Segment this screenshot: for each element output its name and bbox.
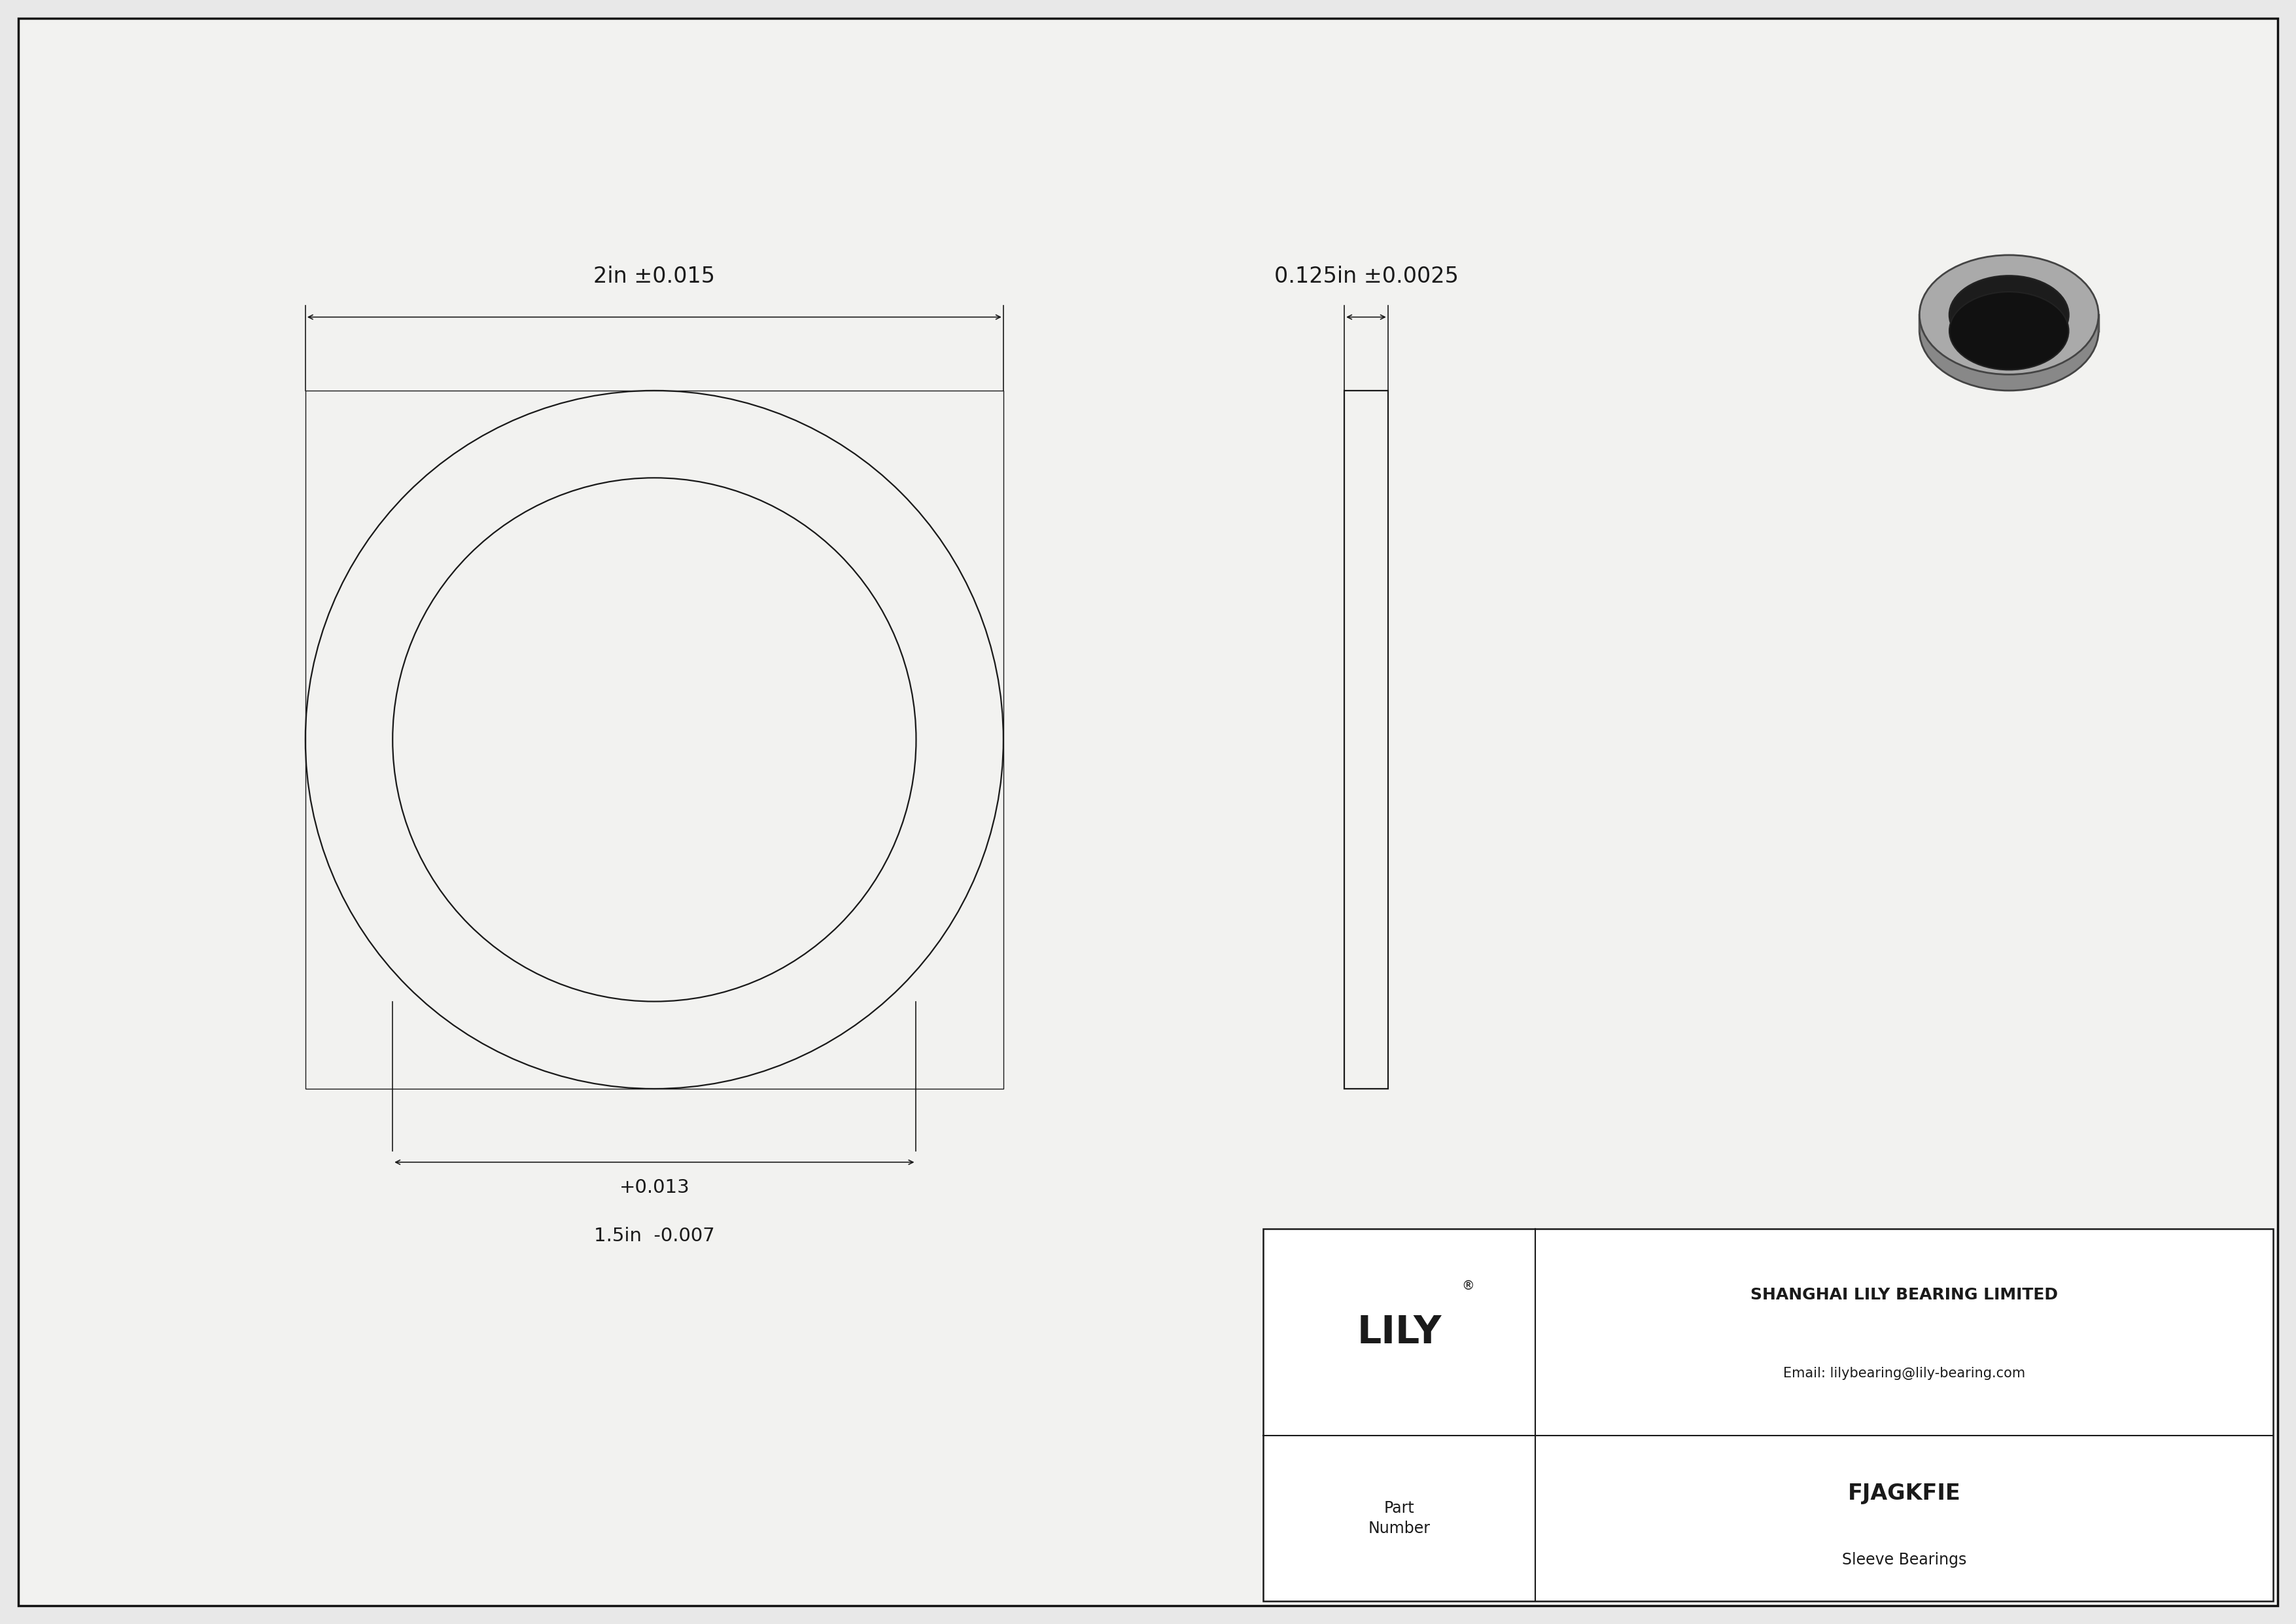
Text: SHANGHAI LILY BEARING LIMITED: SHANGHAI LILY BEARING LIMITED [1750,1288,2057,1302]
Bar [305,390,1003,1088]
Text: Email: lilybearing@lily-bearing.com: Email: lilybearing@lily-bearing.com [1784,1367,2025,1380]
Bar [1263,1229,2273,1601]
Bar [1345,390,1387,1088]
Text: 0.125in ±0.0025: 0.125in ±0.0025 [1274,266,1458,287]
Ellipse shape [1919,271,2099,390]
Text: LILY: LILY [1357,1314,1442,1351]
Text: 2in ±0.015: 2in ±0.015 [595,266,714,287]
Text: ®: ® [1463,1280,1474,1293]
Text: +0.013: +0.013 [620,1179,689,1197]
Ellipse shape [1919,255,2099,375]
Text: Part
Number: Part Number [1368,1501,1430,1536]
Ellipse shape [1949,292,2069,370]
Text: 1.5in  -0.007: 1.5in -0.007 [595,1226,714,1246]
Ellipse shape [1949,276,2069,354]
Text: FJAGKFIE: FJAGKFIE [1848,1483,1961,1504]
Text: Sleeve Bearings: Sleeve Bearings [1841,1551,1968,1567]
